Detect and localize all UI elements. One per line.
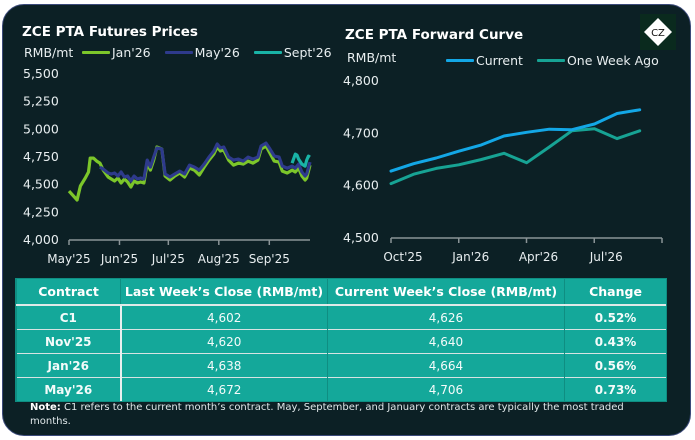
contract-table: Contract Last Week’s Close (RMB/mt) Curr… [15, 278, 667, 402]
forward-curve-chart: 4,500 4,600 4,700 4,800 Oct'25 Jan'26 Apr'26 Ju… [343, 73, 663, 264]
forward-curve-title: ZCE PTA Forward Curve [345, 27, 524, 43]
series-line-jan-26 [67, 144, 312, 202]
x-tick-label: Jul'25 [151, 252, 185, 266]
futures-price-chart: 4,000 4,250 4,500 4,750 5,000 5,250 5,500 May'2… [23, 66, 312, 266]
x-tick-label: Aug'25 [198, 252, 240, 266]
cell-last-week-close: 4,602 [120, 304, 328, 330]
futures-chart-title: ZCE PTA Futures Prices [22, 24, 198, 40]
cell-change: 0.52% [564, 304, 666, 330]
cell-current-week-close: 4,664 [326, 353, 565, 378]
legend-label: Sept'26 [283, 45, 332, 60]
cell-current-week-close: 4,626 [326, 304, 565, 330]
y-tick-label: 5,000 [23, 121, 59, 136]
table-header-row: Contract Last Week’s Close (RMB/mt) Curr… [15, 279, 666, 306]
header-current-week-close: Current Week’s Close (RMB/mt) [326, 279, 565, 306]
y-tick-label: 4,500 [343, 230, 379, 245]
y-tick-label: 4,600 [343, 178, 379, 193]
legend-swatch [82, 51, 110, 54]
y-tick-label: 5,250 [23, 94, 59, 109]
y-tick-label: 4,700 [343, 125, 379, 140]
footnote-label: Note: [30, 402, 61, 413]
footnote: Note: C1 refers to the current month’s c… [30, 401, 660, 429]
series-line-one-week-ago [389, 127, 642, 186]
series-line-may-26 [99, 141, 312, 183]
legend-swatch [446, 59, 474, 62]
cell-change: 0.73% [564, 377, 666, 401]
cell-current-week-close: 4,640 [326, 329, 565, 354]
legend-label: Jan'26 [112, 45, 151, 60]
cell-contract: Nov'25 [15, 329, 122, 354]
cell-last-week-close: 4,638 [120, 353, 328, 378]
cell-change: 0.43% [564, 329, 666, 354]
legend-item-sept-26: Sept'26 [253, 45, 332, 60]
forward-curve-legend: Current One Week Ago [446, 53, 673, 68]
x-tick-label: Jul'26 [589, 250, 623, 264]
cell-contract: Jan'26 [15, 353, 122, 378]
cell-contract: May'26 [15, 377, 122, 401]
logo-icon: CZ [640, 14, 676, 50]
legend-item-may-26: May'26 [164, 45, 240, 60]
x-tick-label: May'25 [47, 252, 90, 266]
x-tick-label: Oct'25 [383, 250, 422, 264]
y-tick-label: 4,750 [23, 149, 59, 164]
x-tick-label: Jan'26 [451, 250, 489, 264]
cell-last-week-close: 4,620 [120, 329, 328, 354]
header-last-week-close: Last Week’s Close (RMB/mt) [120, 279, 328, 306]
series-line-current [389, 108, 642, 173]
legend-label: One Week Ago [566, 53, 659, 68]
logo-text: CZ [651, 28, 665, 39]
legend-item-jan-26: Jan'26 [82, 45, 151, 60]
header-contract: Contract [15, 279, 122, 306]
header-change: Change [564, 279, 666, 306]
table-row: May'26 4,672 4,706 0.73% [15, 377, 666, 401]
table-row: Jan'26 4,638 4,664 0.56% [15, 353, 666, 378]
company-logo: CZ [640, 14, 676, 50]
cell-contract: C1 [15, 304, 122, 330]
cell-change: 0.56% [564, 353, 666, 378]
cell-current-week-close: 4,706 [326, 377, 565, 401]
futures-chart-unit: RMB/mt [24, 45, 74, 60]
series-line-sept-26 [290, 152, 311, 168]
footnote-text: C1 refers to the current month’s contrac… [30, 402, 624, 427]
cell-last-week-close: 4,672 [120, 377, 328, 401]
legend-swatch [536, 59, 565, 62]
legend-item-one-week-ago: One Week Ago [536, 53, 659, 68]
x-tick-label: Apr'26 [519, 250, 558, 264]
legend-label: Current [476, 53, 523, 68]
legend-label: May'26 [194, 45, 240, 60]
table-row: Nov'25 4,620 4,640 0.43% [15, 329, 666, 354]
y-tick-label: 5,500 [23, 66, 59, 81]
y-tick-label: 4,500 [23, 177, 59, 192]
y-tick-label: 4,800 [343, 73, 379, 88]
legend-swatch [164, 51, 193, 54]
x-tick-label: Sep'25 [249, 252, 290, 266]
forward-curve-unit: RMB/mt [347, 50, 397, 65]
legend-swatch [253, 51, 282, 54]
y-tick-label: 4,000 [23, 232, 59, 247]
futures-chart-legend: Jan'26 May'26 Sept'26 [82, 45, 346, 60]
table-row: C1 4,602 4,626 0.52% [15, 304, 666, 330]
x-tick-label: Jun'25 [100, 252, 138, 266]
legend-item-current: Current [446, 53, 523, 68]
y-tick-label: 4,250 [23, 204, 59, 219]
